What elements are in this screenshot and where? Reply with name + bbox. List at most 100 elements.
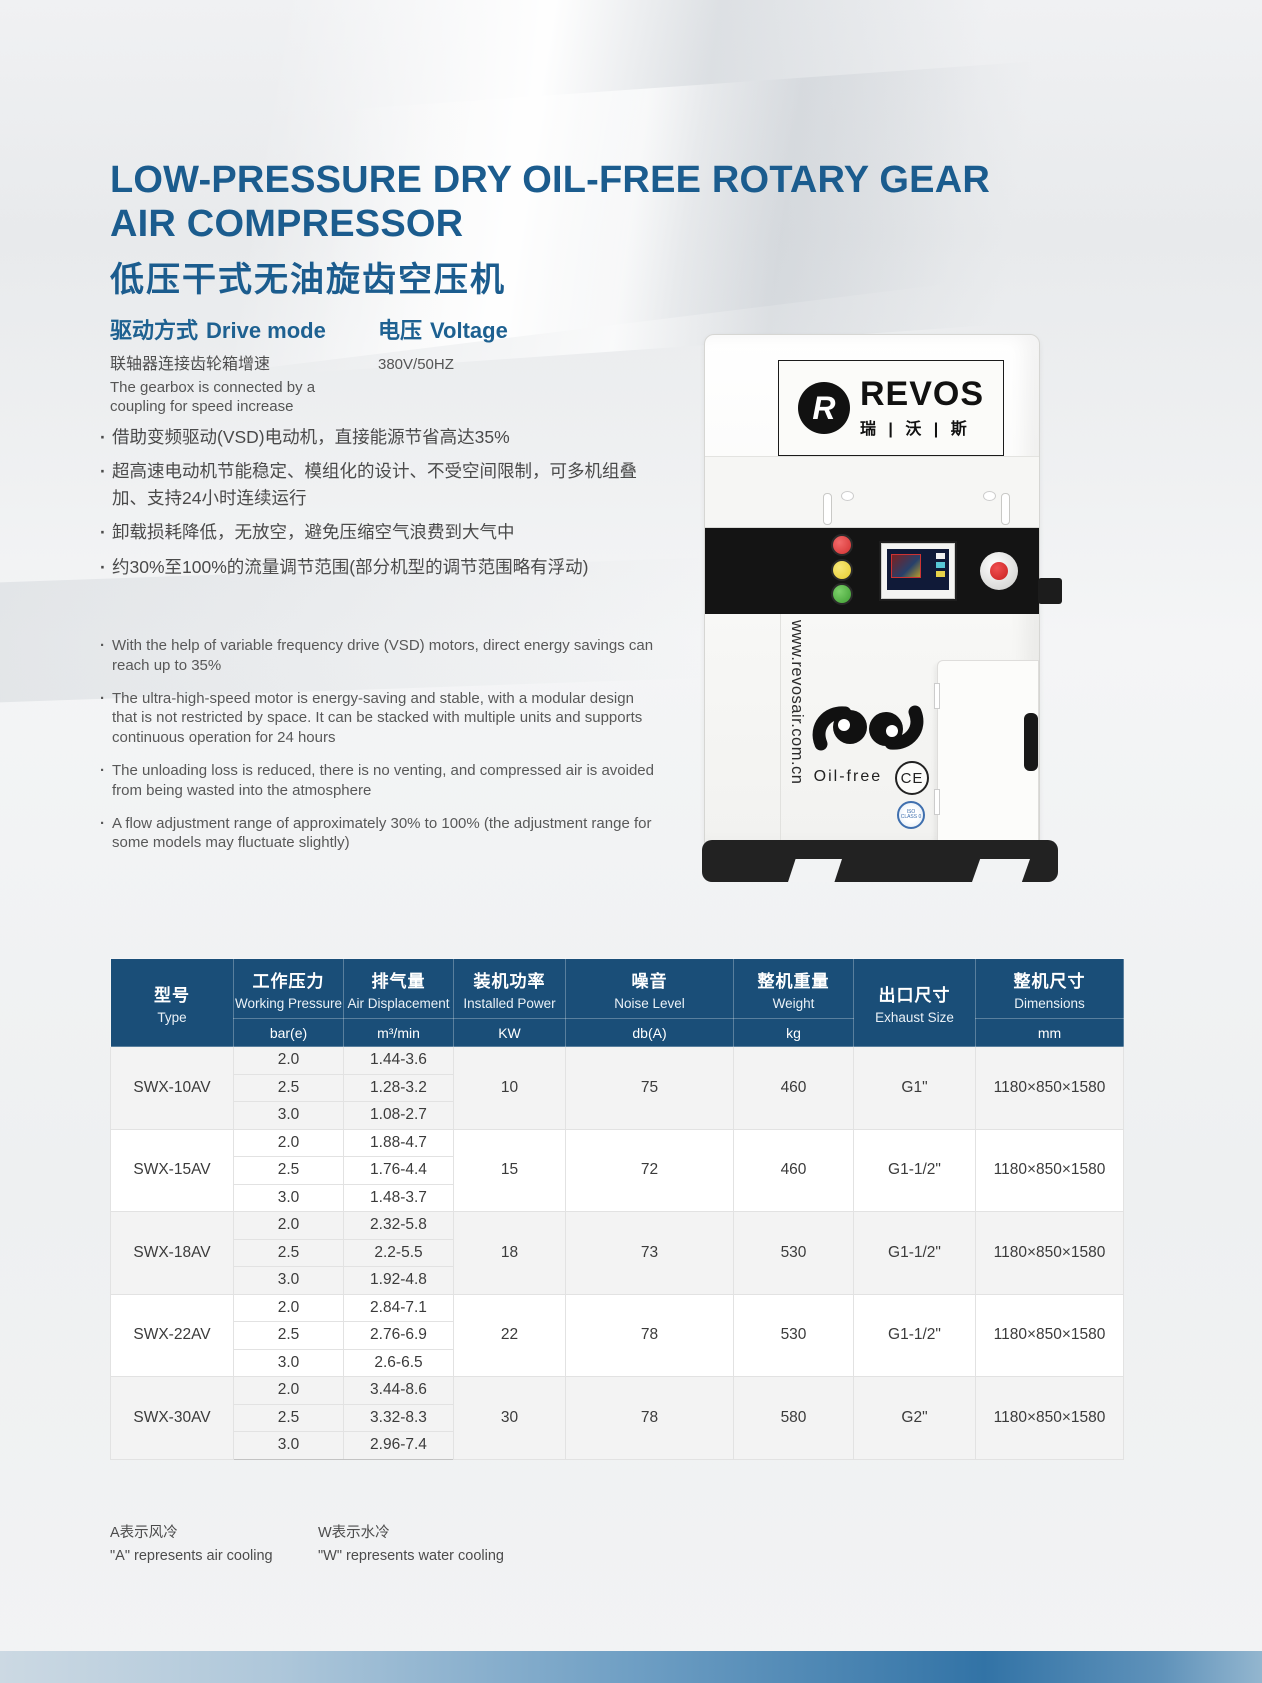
col-header-working-pressure: 工作压力 Working Pressure (233, 958, 344, 1019)
revos-logo-letter: R (812, 389, 836, 426)
col-header-weight: 整机重量 Weight (733, 958, 854, 1019)
weight-cell: 530 (733, 1293, 854, 1377)
page-title-line1: LOW-PRESSURE DRY OIL-FREE ROTARY GEAR (110, 159, 990, 201)
screen-diagram (891, 554, 921, 578)
voltage-heading: 电压 Voltage (378, 313, 628, 345)
weight-cell: 460 (733, 1128, 854, 1212)
oil-free-air-label: Oil-free air (813, 768, 921, 785)
power-cell: 10 (453, 1046, 566, 1130)
panel-seam (780, 614, 781, 846)
pressure-cell: 3.0 (233, 1431, 344, 1460)
power-cell: 22 (453, 1293, 566, 1377)
dimensions-cell: 1180×850×1580 (975, 1046, 1124, 1130)
table-row: SWX-18AV 2.0 2.32-5.8 18 73 530 G1-1/2" … (110, 1211, 1124, 1295)
note-air-cooling: A表示风冷 "A" represents air cooling (110, 1522, 273, 1568)
weight-cell: 530 (733, 1211, 854, 1295)
table-row: 2.5 2.2-5.5 (111, 1238, 1124, 1267)
table-row: 3.0 2.6-6.5 (111, 1348, 1124, 1377)
drive-mode-heading: 驱动方式 Drive mode (110, 313, 360, 345)
pressure-cell: 2.0 (233, 1046, 344, 1075)
feature-list-en: With the help of variable frequency driv… (100, 636, 660, 866)
table-row: 3.0 1.08-2.7 (111, 1101, 1124, 1130)
voltage-heading-en: Voltage (430, 318, 508, 343)
control-panel (705, 528, 1039, 614)
displacement-cell: 2.84-7.1 (343, 1293, 454, 1322)
latch-knob (983, 491, 996, 501)
note-air-en: "A" represents air cooling (110, 1548, 273, 1565)
brand-logo-panel: R REVOS 瑞 | 沃 | 斯 (778, 360, 1004, 456)
displacement-cell: 3.44-8.6 (343, 1376, 454, 1405)
exhaust-cell: G1-1/2" (853, 1128, 976, 1212)
pressure-cell: 2.5 (233, 1073, 344, 1102)
power-cell: 15 (453, 1128, 566, 1212)
col-header-air-displacement: 排气量 Air Displacement (343, 958, 454, 1019)
model-cell: SWX-22AV (110, 1293, 234, 1377)
unit-mm: mm (975, 1018, 1124, 1047)
col-header-type: 型号 Type (110, 958, 234, 1047)
model-cell: SWX-30AV (110, 1376, 234, 1460)
displacement-cell: 1.92-4.8 (343, 1266, 454, 1295)
displacement-cell: 1.28-3.2 (343, 1073, 454, 1102)
note-air-zh: A表示风冷 (110, 1525, 178, 1541)
pressure-cell: 2.5 (233, 1156, 344, 1185)
table-row: SWX-15AV 2.0 1.88-4.7 15 72 460 G1-1/2" … (110, 1128, 1124, 1212)
model-cell: SWX-18AV (110, 1211, 234, 1295)
table-row: SWX-10AV 2.0 1.44-3.6 10 75 460 G1" 1180… (110, 1046, 1124, 1130)
page-title-zh: 低压干式无油旋齿空压机 (110, 261, 506, 299)
pressure-cell: 2.5 (233, 1403, 344, 1432)
voltage-section: 电压 Voltage 380V/50HZ (378, 313, 628, 375)
pressure-cell: 2.0 (233, 1128, 344, 1157)
ce-mark: CE (895, 761, 929, 795)
feature-en-item: With the help of variable frequency driv… (100, 636, 660, 676)
table-row: 2.5 2.76-6.9 (111, 1321, 1124, 1350)
pressure-cell: 2.0 (233, 1293, 344, 1322)
displacement-cell: 2.76-6.9 (343, 1321, 454, 1350)
feature-list-zh: 借助变频驱动(VSD)电动机，直接能源节省高达35% 超高速电动机节能稳定、模组… (100, 424, 670, 588)
feature-zh-item: 借助变频驱动(VSD)电动机，直接能源节省高达35% (100, 424, 670, 451)
weight-cell: 580 (733, 1376, 854, 1460)
table-row: 3.0 2.96-7.4 (111, 1431, 1124, 1460)
voltage-value: 380V/50HZ (378, 356, 454, 373)
model-cell: SWX-10AV (110, 1046, 234, 1130)
noise-cell: 78 (565, 1376, 734, 1460)
forklift-slot (788, 859, 842, 882)
table-row: 2.5 1.76-4.4 (111, 1156, 1124, 1185)
drive-mode-desc-en: The gearbox is connected by a coupling f… (110, 378, 316, 416)
cabinet-lower-panel: www.revosair.com.cn Oil-free air CE ISO … (705, 614, 1039, 846)
vent-strip (705, 456, 1039, 528)
col-header-exhaust-size: 出口尺寸 Exhaust Size (853, 958, 976, 1047)
noise-cell: 75 (565, 1046, 734, 1130)
dimensions-cell: 1180×850×1580 (975, 1128, 1124, 1212)
noise-cell: 73 (565, 1211, 734, 1295)
unit-bar: bar(e) (233, 1018, 344, 1047)
indicator-light-green (831, 583, 853, 605)
unit-dba: db(A) (565, 1018, 734, 1047)
drive-mode-section: 驱动方式 Drive mode 联轴器连接齿轮箱增速 The gearbox is… (110, 313, 360, 417)
feature-en-item: A flow adjustment range of approximately… (100, 814, 660, 854)
display-screen (881, 543, 955, 599)
iso-class0-badge: ISO CLASS 0 (897, 801, 925, 829)
displacement-cell: 1.88-4.7 (343, 1128, 454, 1157)
table-row: SWX-30AV 2.0 3.44-8.6 30 78 580 G2" 1180… (110, 1376, 1124, 1460)
exhaust-cell: G1-1/2" (853, 1293, 976, 1377)
pressure-cell: 2.0 (233, 1211, 344, 1240)
pressure-cell: 2.0 (233, 1376, 344, 1405)
pressure-cell: 3.0 (233, 1266, 344, 1295)
screen-chip (936, 553, 945, 559)
col-header-dimensions: 整机尺寸 Dimensions (975, 958, 1124, 1019)
outlet-pipe (1038, 578, 1062, 604)
displacement-cell: 2.6-6.5 (343, 1348, 454, 1377)
revos-logo-icon: R (797, 382, 850, 434)
table-row: 2.5 3.32-8.3 (111, 1403, 1124, 1432)
dimensions-cell: 1180×850×1580 (975, 1211, 1124, 1295)
spec-table: 型号 Type 工作压力 Working Pressure 排气量 Air Displ… (110, 958, 1124, 1460)
spec-table-header: 型号 Type 工作压力 Working Pressure 排气量 Air Displ… (110, 958, 1124, 1047)
brand-name-zh: 瑞 | 沃 | 斯 (859, 421, 971, 438)
screen-chip (936, 562, 945, 568)
display-screen-content (887, 549, 949, 590)
voltage-heading-zh: 电压 (378, 318, 423, 343)
drive-mode-heading-en: Drive mode (206, 318, 326, 343)
door-handle (1024, 713, 1038, 771)
noise-cell: 72 (565, 1128, 734, 1212)
dimensions-cell: 1180×850×1580 (975, 1376, 1124, 1460)
